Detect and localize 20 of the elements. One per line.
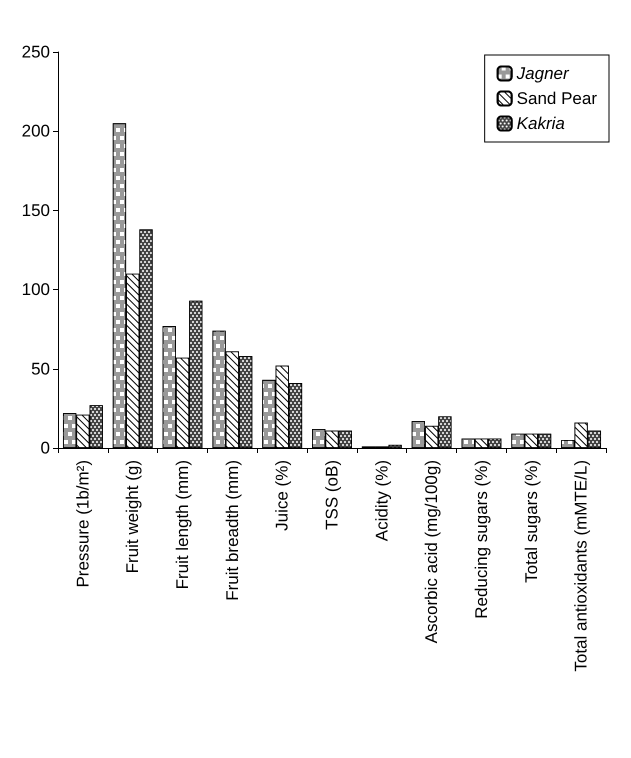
x-tick-label: Juice (%): [272, 460, 292, 531]
y-tick-label: 0: [40, 438, 50, 458]
legend-label: Kakria: [516, 114, 565, 133]
x-tick-label: Reducing sugars (%): [472, 460, 491, 619]
y-tick-label: 50: [31, 359, 50, 378]
x-tick-label: Pressure (1b/m²): [73, 460, 92, 588]
x-tick-label: Ascorbic acid (mg/100g): [422, 460, 442, 644]
legend-label: Sand Pear: [516, 89, 598, 108]
y-tick-label: 200: [22, 122, 50, 141]
x-tick-label: Acidity (%): [372, 460, 392, 542]
legend-label: Jagner: [516, 64, 570, 83]
x-tick-label: Total sugars (%): [522, 460, 541, 583]
x-tick-label: Fruit breadth (mm): [222, 460, 242, 601]
x-tick-label: Total antioxidants (mMTE/L): [572, 460, 591, 672]
x-tick-label: Fruit length (mm): [173, 460, 192, 590]
y-tick-label: 150: [22, 200, 50, 220]
x-tick-label: Fruit weight (g): [123, 460, 142, 574]
y-tick-label: 250: [22, 42, 50, 62]
x-tick-label: TSS (oB): [322, 460, 342, 530]
y-tick-label: 100: [22, 280, 50, 300]
